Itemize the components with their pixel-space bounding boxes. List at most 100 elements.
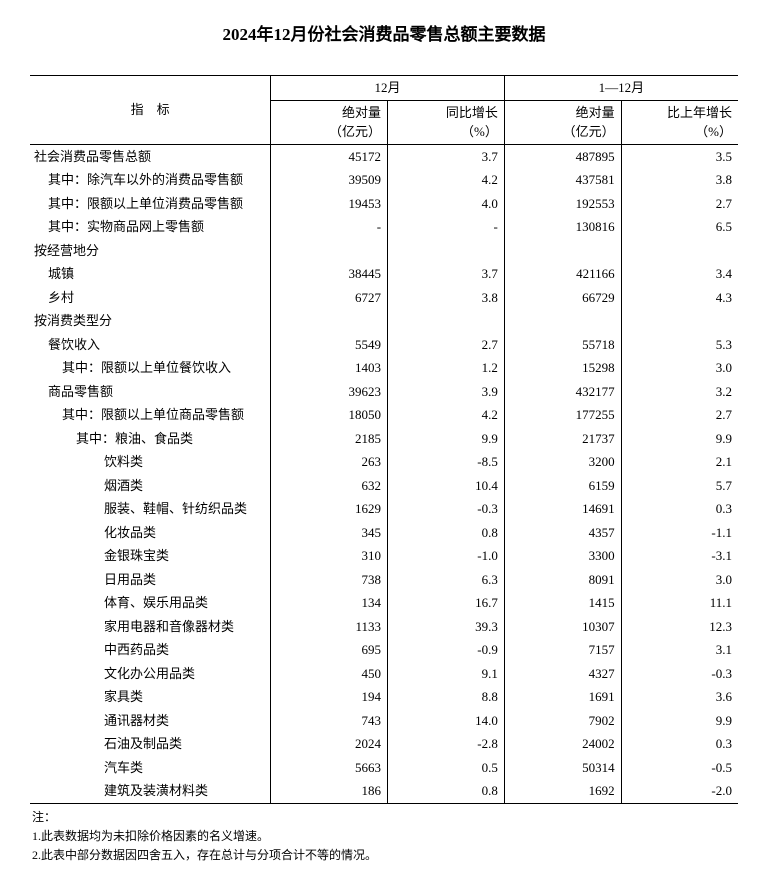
cell-v2: 24002 — [504, 732, 621, 756]
row-label: 金银珠宝类 — [30, 544, 271, 568]
cell-v1: 194 — [271, 685, 388, 709]
table-row: 饮料类263-8.532002.1 — [30, 450, 738, 474]
header-indicator: 指 标 — [30, 76, 271, 145]
cell-v1: - — [271, 215, 388, 239]
cell-g1 — [388, 309, 505, 333]
cell-v1: 5549 — [271, 333, 388, 357]
row-label: 其中：限额以上单位消费品零售额 — [30, 192, 271, 216]
cell-g2: 2.7 — [621, 192, 738, 216]
cell-g1 — [388, 239, 505, 263]
table-row: 烟酒类63210.461595.7 — [30, 474, 738, 498]
cell-v1: 18050 — [271, 403, 388, 427]
cell-v1: 6727 — [271, 286, 388, 310]
cell-v2: 177255 — [504, 403, 621, 427]
cell-g2: 12.3 — [621, 615, 738, 639]
cell-v2: 1692 — [504, 779, 621, 803]
cell-g2: -3.1 — [621, 544, 738, 568]
cell-v2: 10307 — [504, 615, 621, 639]
cell-v1: 738 — [271, 568, 388, 592]
cell-g1: 4.2 — [388, 403, 505, 427]
cell-v1: 2024 — [271, 732, 388, 756]
cell-g1: -0.3 — [388, 497, 505, 521]
cell-g1: -8.5 — [388, 450, 505, 474]
row-label: 体育、娱乐用品类 — [30, 591, 271, 615]
cell-g2: -0.5 — [621, 756, 738, 780]
row-label: 饮料类 — [30, 450, 271, 474]
table-row: 城镇384453.74211663.4 — [30, 262, 738, 286]
table-row: 家具类1948.816913.6 — [30, 685, 738, 709]
cell-v2: 21737 — [504, 427, 621, 451]
cell-g2: 4.3 — [621, 286, 738, 310]
cell-g1: 0.5 — [388, 756, 505, 780]
cell-v1: 39509 — [271, 168, 388, 192]
table-row: 化妆品类3450.84357-1.1 — [30, 521, 738, 545]
header-period2: 1—12月 — [504, 76, 738, 101]
row-label: 石油及制品类 — [30, 732, 271, 756]
cell-g1: 0.8 — [388, 521, 505, 545]
cell-v2: 4357 — [504, 521, 621, 545]
cell-v2: 192553 — [504, 192, 621, 216]
cell-v2: 8091 — [504, 568, 621, 592]
header-growth1: 同比增长（%） — [388, 100, 505, 144]
cell-g2: 3.6 — [621, 685, 738, 709]
cell-g1: -1.0 — [388, 544, 505, 568]
table-row: 其中：限额以上单位商品零售额180504.21772552.7 — [30, 403, 738, 427]
cell-v1: 39623 — [271, 380, 388, 404]
cell-v1: 1133 — [271, 615, 388, 639]
table-row: 家用电器和音像器材类113339.31030712.3 — [30, 615, 738, 639]
row-label: 中西药品类 — [30, 638, 271, 662]
cell-v1: 695 — [271, 638, 388, 662]
cell-v2: 4327 — [504, 662, 621, 686]
table-row: 石油及制品类2024-2.8240020.3 — [30, 732, 738, 756]
table-row: 体育、娱乐用品类13416.7141511.1 — [30, 591, 738, 615]
row-label: 家具类 — [30, 685, 271, 709]
note-2: 2.此表中部分数据因四舍五入，存在总计与分项合计不等的情况。 — [30, 846, 738, 865]
cell-v1: 38445 — [271, 262, 388, 286]
cell-v2: 487895 — [504, 144, 621, 168]
cell-g2 — [621, 239, 738, 263]
row-label: 按消费类型分 — [30, 309, 271, 333]
cell-g2: 5.3 — [621, 333, 738, 357]
cell-v2: 130816 — [504, 215, 621, 239]
cell-v2 — [504, 309, 621, 333]
row-label: 家用电器和音像器材类 — [30, 615, 271, 639]
cell-g2: 2.1 — [621, 450, 738, 474]
cell-v2: 14691 — [504, 497, 621, 521]
table-row: 金银珠宝类310-1.03300-3.1 — [30, 544, 738, 568]
table-row: 商品零售额396233.94321773.2 — [30, 380, 738, 404]
cell-g2: 0.3 — [621, 732, 738, 756]
cell-g1: 3.7 — [388, 144, 505, 168]
cell-v2 — [504, 239, 621, 263]
table-row: 中西药品类695-0.971573.1 — [30, 638, 738, 662]
cell-g1: 9.1 — [388, 662, 505, 686]
cell-v2: 3200 — [504, 450, 621, 474]
cell-g1: 9.9 — [388, 427, 505, 451]
cell-g2: 3.0 — [621, 356, 738, 380]
table-row: 其中：粮油、食品类21859.9217379.9 — [30, 427, 738, 451]
cell-v1: 310 — [271, 544, 388, 568]
cell-v2: 15298 — [504, 356, 621, 380]
cell-v1 — [271, 239, 388, 263]
cell-g1: 2.7 — [388, 333, 505, 357]
row-label: 其中：限额以上单位餐饮收入 — [30, 356, 271, 380]
row-label: 服装、鞋帽、针纺织品类 — [30, 497, 271, 521]
cell-v1: 263 — [271, 450, 388, 474]
row-label: 汽车类 — [30, 756, 271, 780]
cell-g2: 6.5 — [621, 215, 738, 239]
cell-v1: 1403 — [271, 356, 388, 380]
data-table: 指 标 12月 1—12月 绝对量（亿元） 同比增长（%） 绝对量（亿元） 比上… — [30, 75, 738, 804]
cell-g1: 4.2 — [388, 168, 505, 192]
cell-g2: 5.7 — [621, 474, 738, 498]
table-row: 汽车类56630.550314-0.5 — [30, 756, 738, 780]
cell-g2: 2.7 — [621, 403, 738, 427]
table-row: 日用品类7386.380913.0 — [30, 568, 738, 592]
cell-v2: 7157 — [504, 638, 621, 662]
cell-g2: -2.0 — [621, 779, 738, 803]
cell-v1: 19453 — [271, 192, 388, 216]
table-row: 文化办公用品类4509.14327-0.3 — [30, 662, 738, 686]
cell-v1: 632 — [271, 474, 388, 498]
cell-g1: 10.4 — [388, 474, 505, 498]
cell-v1: 134 — [271, 591, 388, 615]
cell-g1: -0.9 — [388, 638, 505, 662]
cell-g2: 3.5 — [621, 144, 738, 168]
